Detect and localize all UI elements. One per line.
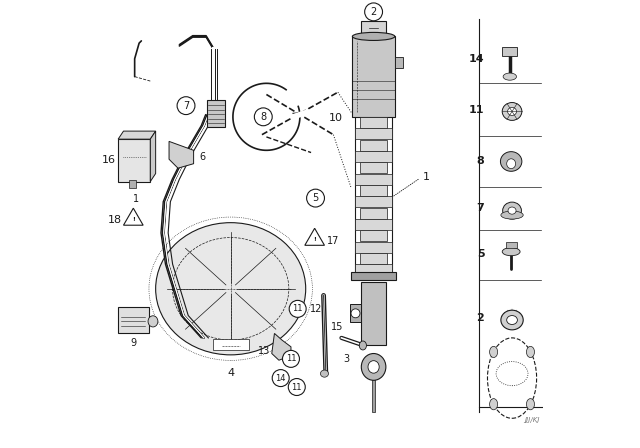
Text: 15: 15 [331,322,344,332]
Circle shape [272,370,289,387]
Bar [207,100,225,127]
Circle shape [288,379,305,396]
Bar [355,219,392,230]
Polygon shape [272,333,291,360]
Bar [355,264,392,276]
Text: 11: 11 [292,304,303,313]
Ellipse shape [359,341,367,350]
Ellipse shape [500,152,522,171]
Text: 7: 7 [477,203,484,213]
Bar [502,47,517,56]
Bar [355,241,392,253]
Ellipse shape [508,108,516,116]
Bar [213,339,248,350]
Circle shape [282,350,300,367]
Bar [118,139,150,181]
Text: 5: 5 [477,250,484,259]
Text: 11: 11 [285,354,296,363]
Text: 4: 4 [227,368,234,378]
Bar [129,180,136,188]
Ellipse shape [148,316,158,327]
Ellipse shape [156,223,306,355]
Text: 6: 6 [200,152,205,162]
Bar [362,21,386,34]
Text: 8: 8 [477,156,484,167]
Text: 9: 9 [131,338,136,348]
Bar [350,304,362,322]
Bar [355,129,392,139]
Bar [353,36,395,117]
Text: 2: 2 [477,313,484,323]
Text: 7: 7 [183,101,189,111]
Circle shape [351,309,360,318]
Bar [355,196,392,207]
Text: 13: 13 [258,346,270,356]
Ellipse shape [502,248,520,256]
Ellipse shape [501,310,524,330]
Ellipse shape [503,73,516,80]
Text: 11: 11 [469,105,484,115]
Circle shape [307,189,324,207]
Bar [118,306,148,333]
Ellipse shape [501,211,524,219]
Ellipse shape [527,346,534,358]
Ellipse shape [508,207,516,214]
Bar [355,151,392,162]
Bar [360,207,387,219]
Ellipse shape [502,103,522,121]
Text: 14: 14 [275,374,286,383]
Text: 1: 1 [133,194,140,204]
Text: 17: 17 [327,236,340,246]
Ellipse shape [353,32,395,40]
Text: 14: 14 [468,54,484,64]
Polygon shape [305,228,324,246]
Polygon shape [150,131,156,181]
Text: !: ! [132,217,135,222]
Bar [362,282,386,345]
Ellipse shape [527,399,534,410]
Ellipse shape [368,361,379,373]
Text: !: ! [313,237,316,242]
Text: 3: 3 [344,353,350,363]
Bar [506,242,516,248]
Bar [372,371,376,412]
Text: 11: 11 [292,383,302,392]
Ellipse shape [321,370,328,377]
Bar [360,185,387,196]
Text: 18: 18 [108,215,122,224]
Bar [360,140,387,151]
Circle shape [365,3,383,21]
Bar [360,230,387,241]
Text: 12: 12 [310,304,323,314]
Text: JJJ/KJ: JJJ/KJ [524,417,540,423]
Polygon shape [118,131,156,139]
Text: 10: 10 [329,113,343,123]
Ellipse shape [490,399,498,410]
Polygon shape [124,208,143,225]
Text: 16: 16 [102,155,116,165]
Ellipse shape [502,202,522,219]
Ellipse shape [507,315,517,324]
Text: 2: 2 [371,7,377,17]
Text: 1: 1 [423,172,429,182]
Ellipse shape [490,346,498,358]
Bar [395,56,403,68]
Text: 5: 5 [312,193,319,203]
Circle shape [177,97,195,115]
Bar [360,253,387,264]
Polygon shape [169,142,194,168]
Bar [355,174,392,185]
Ellipse shape [362,353,386,380]
Text: 8: 8 [260,112,266,122]
Circle shape [254,108,272,126]
Ellipse shape [507,159,516,168]
Bar [360,162,387,173]
Bar [360,117,387,128]
Circle shape [289,300,306,317]
Bar [351,272,396,280]
